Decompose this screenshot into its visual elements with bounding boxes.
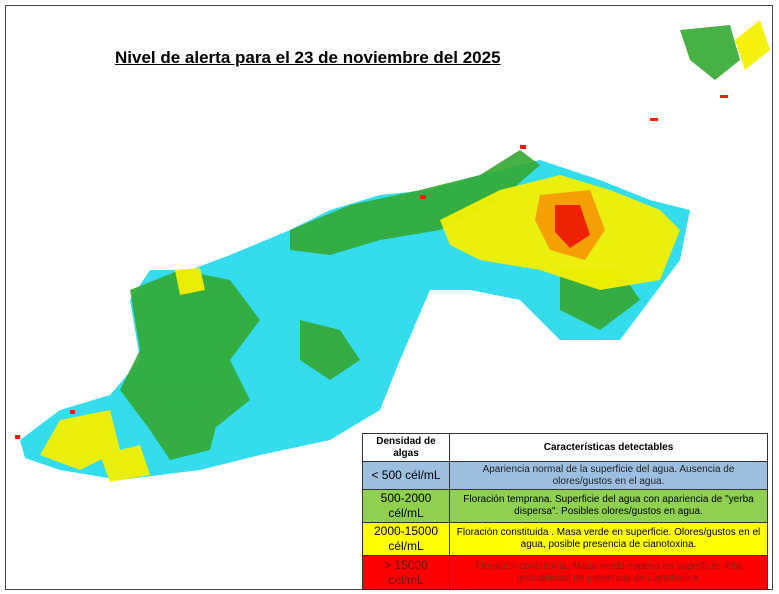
legend-features: Floración constituida . Masa verde en su…	[449, 522, 768, 556]
lake-alert-density	[15, 95, 728, 439]
legend-density: 500-2000 cél/mL	[362, 489, 450, 523]
alert-legend-table: Densidad de algas Características detect…	[362, 433, 768, 590]
legend-features: Floración temprana. Superficie del agua …	[449, 489, 768, 523]
density-column-header: Densidad de algas	[362, 433, 450, 462]
legend-row-high: 2000-15000 cél/mL Floración constituida …	[362, 522, 768, 556]
legend-density: 2000-15000 cél/mL	[362, 522, 450, 556]
legend-features: Apariencia normal de la superficie del a…	[449, 461, 768, 490]
map-frame	[5, 5, 773, 590]
legend-header-row: Densidad de algas Características detect…	[362, 433, 768, 462]
legend-row-alert: > 15000 cél/mL Floración constituida. Ma…	[362, 555, 768, 590]
legend-row-low: < 500 cél/mL Apariencia normal de la sup…	[362, 461, 768, 490]
features-column-header: Características detectables	[449, 433, 768, 462]
legend-row-moderate: 500-2000 cél/mL Floración temprana. Supe…	[362, 489, 768, 523]
legend-density: < 500 cél/mL	[362, 461, 450, 490]
map-title: Nivel de alerta para el 23 de noviembre …	[115, 48, 501, 67]
legend-density: > 15000 cél/mL	[362, 555, 450, 590]
legend-features: Floración constituida. Masa verde espesa…	[449, 555, 768, 590]
lake-moderate-density	[120, 25, 740, 460]
